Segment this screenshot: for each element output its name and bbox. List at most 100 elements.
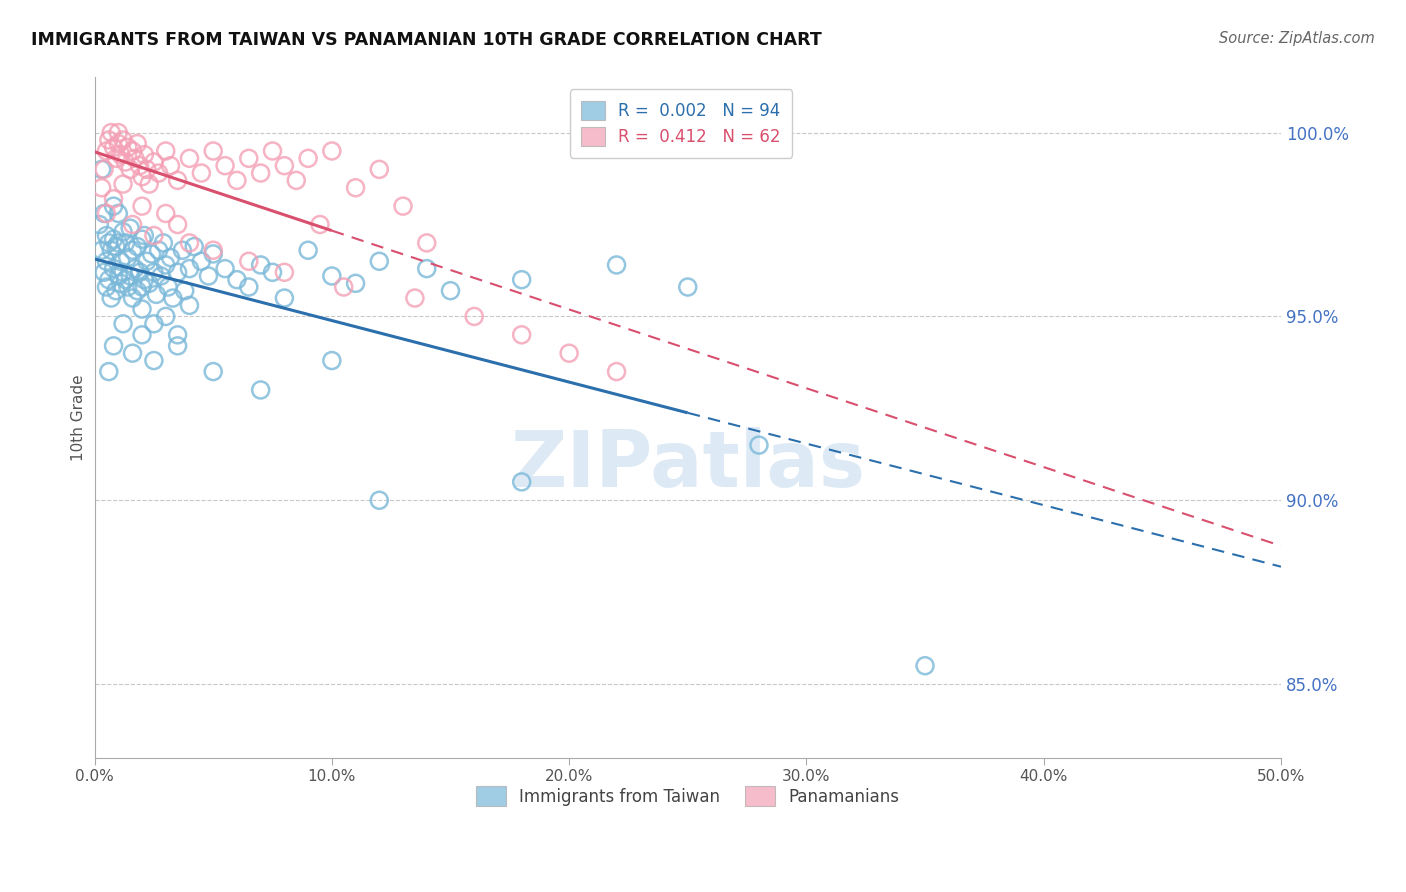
Point (131, 199, 153, 213)
Point (100, 126, 122, 140)
Point (97, 235, 120, 250)
Point (190, 254, 212, 268)
Point (114, 235, 136, 250)
Point (142, 353, 165, 368)
Point (120, 268, 142, 283)
Point (368, 493, 391, 508)
Point (103, 339, 125, 353)
Point (321, 144, 343, 158)
Point (104, 239, 127, 253)
Point (89, 218, 111, 232)
Point (134, 273, 156, 287)
Point (332, 280, 354, 294)
Point (249, 258, 271, 272)
Point (404, 291, 426, 305)
Point (120, 221, 142, 235)
Point (103, 140, 125, 154)
Point (510, 273, 533, 287)
Point (131, 169, 153, 184)
Point (128, 265, 150, 279)
Point (416, 261, 439, 276)
Point (90, 162, 112, 177)
Point (202, 365, 225, 379)
Point (112, 317, 135, 331)
Point (103, 199, 125, 213)
Point (183, 239, 205, 253)
Point (202, 247, 225, 261)
Point (134, 228, 156, 243)
Point (148, 244, 170, 258)
Point (96, 254, 118, 268)
Point (179, 151, 201, 165)
Point (214, 261, 236, 276)
Point (368, 254, 391, 268)
Point (135, 162, 157, 177)
Point (110, 277, 132, 291)
Point (142, 155, 165, 169)
Point (249, 383, 271, 397)
Point (155, 258, 177, 272)
Point (179, 298, 201, 312)
Point (297, 151, 319, 165)
Point (131, 232, 153, 246)
Point (166, 327, 188, 342)
Point (309, 218, 332, 232)
Point (142, 317, 165, 331)
Point (152, 235, 174, 250)
Point (914, 658, 936, 673)
Point (97, 133, 120, 147)
Point (748, 438, 770, 452)
Point (321, 353, 343, 368)
Point (110, 254, 132, 268)
Point (510, 475, 533, 489)
Point (104, 151, 127, 165)
Point (416, 235, 439, 250)
Point (285, 173, 308, 187)
Point (344, 277, 367, 291)
Point (155, 206, 177, 220)
Point (127, 284, 149, 298)
Point (96, 280, 118, 294)
Point (121, 244, 143, 258)
Point (96, 228, 118, 243)
Point (96, 206, 118, 220)
Point (135, 254, 157, 268)
Point (117, 140, 139, 154)
Point (166, 265, 188, 279)
Point (114, 273, 136, 287)
Point (90, 180, 112, 194)
Point (238, 151, 260, 165)
Point (103, 192, 125, 206)
Point (134, 147, 156, 161)
Point (100, 291, 122, 305)
Point (124, 261, 146, 276)
Point (127, 239, 149, 253)
Text: ZIPatlas: ZIPatlas (510, 427, 865, 503)
Point (107, 235, 129, 250)
Point (117, 280, 139, 294)
Point (273, 265, 295, 279)
Point (606, 258, 628, 272)
Point (179, 235, 201, 250)
Point (606, 365, 628, 379)
Point (392, 199, 415, 213)
Point (249, 166, 271, 180)
Point (141, 247, 163, 261)
Point (117, 251, 139, 265)
Point (107, 136, 129, 151)
Point (145, 287, 167, 301)
Point (262, 144, 284, 158)
Point (112, 133, 135, 147)
Point (112, 265, 135, 279)
Point (121, 291, 143, 305)
Point (131, 280, 153, 294)
Point (103, 232, 125, 246)
Point (107, 206, 129, 220)
Point (131, 327, 153, 342)
Point (128, 159, 150, 173)
Point (93, 265, 115, 279)
Point (124, 151, 146, 165)
Point (214, 159, 236, 173)
Point (226, 273, 249, 287)
Point (103, 261, 125, 276)
